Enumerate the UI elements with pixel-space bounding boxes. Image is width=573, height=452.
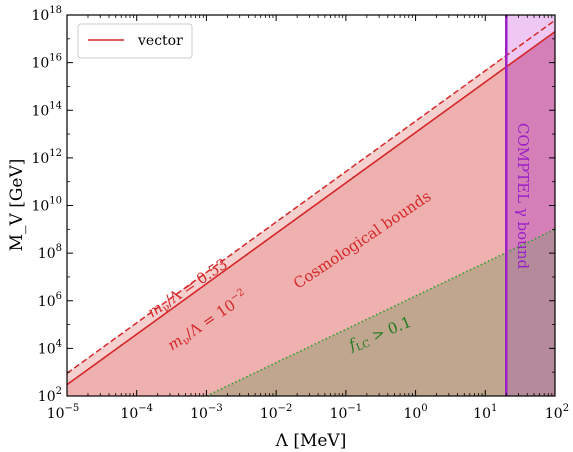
x-tick-label: 10−4 — [120, 403, 153, 422]
y-tick-label: 108 — [38, 243, 62, 262]
y-tick-label: 1010 — [31, 196, 62, 215]
comptel-region-lower — [506, 229, 555, 396]
x-tick-label: 10−3 — [190, 403, 223, 422]
y-tick-label: 1018 — [31, 5, 62, 24]
x-tick-label: 100 — [403, 403, 427, 422]
y-tick-label: 106 — [38, 291, 62, 310]
y-axis-title: M_V [GeV] — [7, 159, 27, 252]
dashed-bound-band — [67, 20, 555, 385]
series-dashed-line — [67, 19, 555, 374]
y-tick-label: 1014 — [31, 100, 62, 119]
annotation-comptel-bound: COMPTEL γ bound — [514, 123, 532, 270]
plot-area — [67, 15, 555, 396]
series-vector-line — [67, 30, 555, 386]
comptel-region — [506, 31, 555, 253]
legend: vector — [77, 23, 193, 59]
y-tick-label: 102 — [38, 386, 62, 405]
y-tick-label: 1016 — [31, 53, 62, 72]
plot-frame — [66, 14, 556, 397]
legend-box — [77, 23, 193, 59]
x-tick-label: 102 — [545, 403, 569, 422]
x-tick-label: 10−1 — [330, 403, 363, 422]
x-tick-label: 101 — [473, 403, 497, 422]
y-tick-label: 1012 — [31, 148, 62, 167]
legend-label-vector: vector — [137, 33, 183, 49]
x-tick-label: 10−5 — [47, 403, 80, 422]
y-tick-label: 104 — [38, 338, 62, 357]
x-tick-label: 10−2 — [260, 403, 293, 422]
tick-labels: 10−5 10−4 10−3 10−2 10−1 100 101 102 102 104 106 10… — [31, 5, 569, 422]
series-dotted-line — [206, 228, 555, 396]
x-axis-title: Λ [MeV] — [275, 431, 347, 451]
